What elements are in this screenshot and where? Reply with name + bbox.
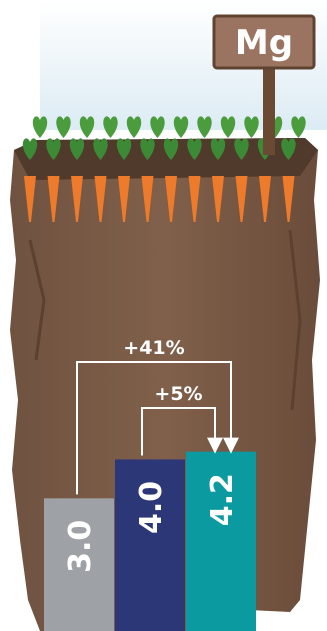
comparison-label: +41% (123, 337, 184, 359)
sign-post (263, 55, 275, 155)
bar (115, 459, 185, 631)
leaf-icon (93, 138, 108, 160)
leaf-icon (126, 116, 142, 138)
leaf-icon (281, 138, 296, 160)
carrot-icon (282, 176, 295, 222)
leaf-icon (173, 116, 189, 138)
leaf-icon (210, 138, 226, 160)
bar-value-label: 4.2 (205, 473, 240, 526)
leaf-icon (187, 138, 202, 160)
leaf-icon (220, 116, 236, 138)
carrot-icon (47, 176, 60, 222)
comparison-arrow (141, 407, 223, 456)
sign-board (212, 14, 316, 70)
bar-value-label: 3.0 (63, 520, 98, 573)
annotation-group: +41% +5% (76, 337, 239, 495)
carrot-icon (71, 176, 83, 222)
carrot-icon (259, 176, 271, 222)
comparison-arrow (76, 361, 239, 495)
leaf-icon (197, 116, 212, 138)
leaf-icon (103, 116, 118, 138)
bar (44, 498, 114, 631)
leaf-icon (234, 138, 249, 160)
leaf-icon (56, 116, 71, 138)
leaf-icon (22, 138, 38, 160)
leaf-icon (150, 116, 165, 138)
leaf-icon (32, 116, 48, 138)
carrot-leaves (22, 116, 306, 160)
carrot-icon (24, 176, 36, 222)
leaf-icon (291, 116, 306, 138)
soil-crack (28, 239, 46, 361)
comparison-label: +5% (154, 383, 202, 405)
carrot-icon (94, 176, 107, 222)
soil-crack (288, 229, 302, 411)
sign: Mg (212, 14, 316, 155)
carrot-icon (212, 176, 224, 222)
carrot-icon (165, 176, 177, 222)
carrot-icon (235, 176, 248, 222)
leaf-icon (163, 138, 179, 160)
carrot-icon (118, 176, 130, 222)
bar (186, 451, 256, 631)
carrot-icon (141, 176, 154, 222)
leaf-icon (46, 138, 61, 160)
bar-group: 3.0 4.0 4.2 (44, 451, 256, 631)
bar-value-label: 4.0 (134, 481, 169, 534)
carrot-row (24, 176, 295, 222)
sign-label: Mg (235, 23, 293, 63)
leaf-icon (116, 138, 132, 160)
leaf-icon (69, 138, 85, 160)
leaf-icon (244, 116, 259, 138)
carrot-icon (188, 176, 201, 222)
leaf-icon (79, 116, 95, 138)
leaf-icon (140, 138, 155, 160)
